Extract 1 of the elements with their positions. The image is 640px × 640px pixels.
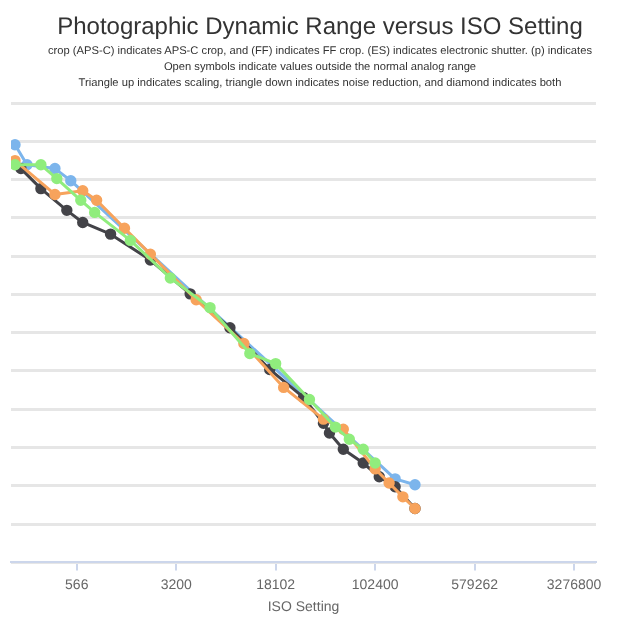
chart-title: Photographic Dynamic Range versus ISO Setting xyxy=(55,10,585,40)
